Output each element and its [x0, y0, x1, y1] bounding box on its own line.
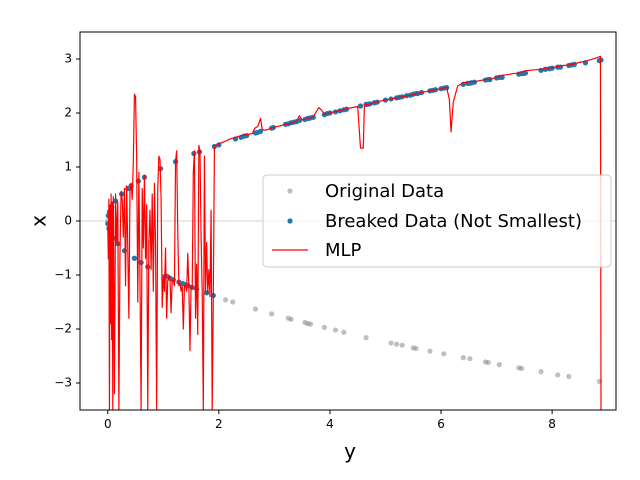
- data-point: [467, 356, 473, 362]
- data-point: [257, 128, 264, 134]
- plot-area: [80, 55, 616, 410]
- data-point: [555, 372, 561, 378]
- x-tick-label: 2: [215, 417, 223, 431]
- x-tick-label: 4: [326, 417, 334, 431]
- data-point: [427, 348, 433, 354]
- legend-label-original: Original Data: [325, 181, 444, 202]
- data-point: [522, 70, 529, 76]
- data-point: [269, 311, 275, 317]
- data-point: [341, 329, 347, 335]
- y-tick-label: 0: [64, 214, 72, 228]
- x-axis-label: y: [344, 439, 356, 463]
- x-tick-label: 0: [104, 417, 112, 431]
- data-point: [399, 342, 405, 348]
- data-point: [307, 321, 314, 327]
- data-point: [332, 327, 339, 333]
- data-point: [357, 103, 364, 109]
- data-point: [145, 264, 151, 270]
- series-group: [105, 55, 604, 410]
- data-point: [388, 340, 394, 346]
- data-point: [131, 255, 138, 261]
- x-tick-label: 8: [548, 417, 556, 431]
- data-point: [321, 324, 327, 330]
- ticks: 0 2 4 6 8 −3 −2 −1 0 1 2 3: [54, 52, 556, 432]
- legend-box: [262, 174, 612, 268]
- y-tick-label: −1: [54, 268, 72, 282]
- legend: Original Data Breaked Data (Not Smallest…: [262, 174, 612, 268]
- y-tick-label: −2: [54, 322, 72, 336]
- x-tick-label: 6: [437, 417, 445, 431]
- data-point: [230, 299, 236, 305]
- data-point: [441, 351, 447, 357]
- data-point: [363, 335, 369, 341]
- legend-label-breaked: Breaked Data (Not Smallest): [325, 211, 582, 232]
- data-point: [252, 306, 259, 312]
- data-point: [288, 316, 294, 322]
- data-point: [566, 373, 572, 380]
- data-point: [413, 345, 419, 352]
- series-line-mlp: [107, 55, 602, 410]
- data-point: [394, 341, 400, 347]
- legend-label-mlp: MLP: [325, 240, 362, 261]
- legend-marker-breaked: [287, 218, 293, 224]
- data-point: [460, 355, 466, 361]
- data-point: [538, 369, 544, 375]
- data-point: [222, 297, 229, 303]
- y-tick-label: −3: [54, 376, 72, 390]
- y-tick-label: 2: [64, 106, 72, 120]
- data-point: [496, 362, 502, 368]
- data-point: [518, 365, 525, 372]
- y-axis-label: x: [27, 215, 51, 227]
- y-tick-label: 1: [64, 160, 72, 174]
- data-point: [485, 359, 491, 366]
- y-tick-label: 3: [64, 52, 72, 66]
- legend-marker-original: [287, 188, 293, 194]
